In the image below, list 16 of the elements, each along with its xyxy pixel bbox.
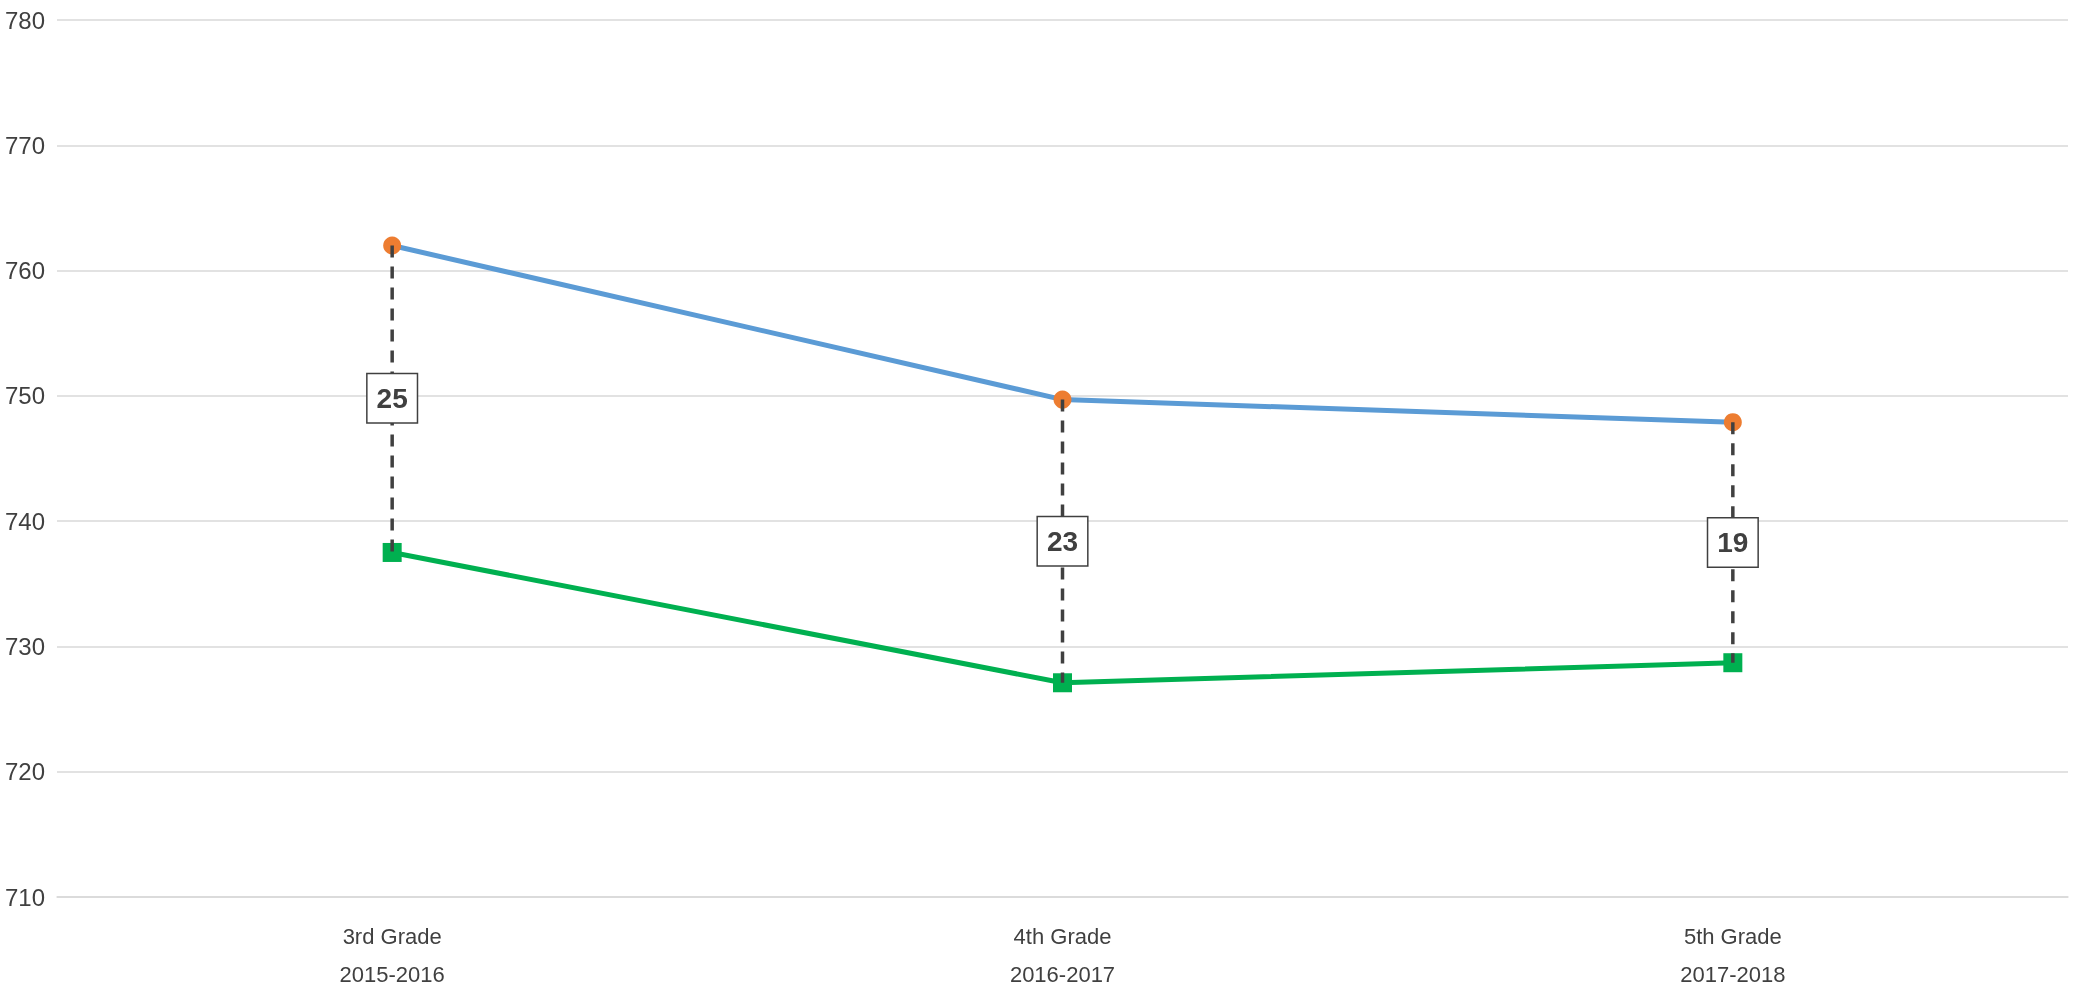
point bbox=[1053, 673, 1072, 693]
annotation: 23 bbox=[1046, 525, 1079, 557]
y-tick-label: 720 bbox=[4, 758, 45, 786]
y-tick-label: 780 bbox=[4, 6, 45, 34]
y-tick-label: 750 bbox=[4, 382, 45, 410]
annotation: 25 bbox=[376, 382, 408, 414]
annotation: 19 bbox=[1717, 526, 1749, 558]
y-tick-label: 710 bbox=[4, 883, 45, 911]
x-tick-label: 3rd Grade 2015-2016 bbox=[339, 923, 445, 987]
x-tick-label: 4th Grade 2016-2017 bbox=[1009, 923, 1116, 987]
point bbox=[382, 542, 402, 562]
y-tick-label: 730 bbox=[4, 632, 45, 660]
y-tick-label: 760 bbox=[4, 257, 45, 285]
y-tick-label: 770 bbox=[4, 131, 45, 159]
y-tick-label: 740 bbox=[4, 507, 45, 535]
x-tick-label: 5th Grade 2017-2018 bbox=[1680, 923, 1786, 987]
